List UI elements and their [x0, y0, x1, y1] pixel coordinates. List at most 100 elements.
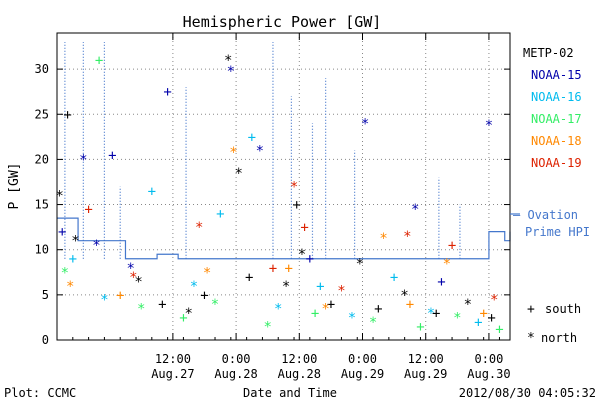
- data-points: *+**+*+**+*+*+*+*+*++**+*+**+**+*+*+*++*…: [55, 53, 503, 338]
- point-noaa17-north: *: [61, 265, 69, 281]
- legend-south-label: south: [545, 302, 581, 316]
- point-metp02-south: +: [200, 288, 208, 304]
- point-noaa15-north: *: [361, 116, 369, 132]
- point-noaa18-south: +: [406, 297, 414, 313]
- y-tick-label: 30: [35, 62, 49, 76]
- x-axis-label: Date and Time: [243, 386, 337, 400]
- point-metp02-south: +: [245, 270, 253, 286]
- point-noaa16-south: +: [474, 315, 482, 331]
- point-metp02-north: *: [464, 297, 472, 313]
- point-noaa16-north: *: [100, 292, 108, 308]
- point-noaa17-south: +: [495, 322, 503, 338]
- legend-noaa15: NOAA-15: [531, 68, 582, 82]
- point-noaa15-north: *: [127, 261, 135, 277]
- legend-metp02: METP-02: [523, 46, 574, 60]
- x-tick-label-time: 12:00: [408, 352, 444, 366]
- point-noaa16-south: +: [390, 270, 398, 286]
- point-noaa16-north: *: [190, 279, 198, 295]
- point-metp02-south: +: [292, 198, 300, 214]
- point-noaa15-north: *: [256, 143, 264, 159]
- legend-ovation-line1: — Ovation: [513, 208, 578, 222]
- point-noaa17-north: *: [137, 301, 145, 317]
- x-tick-label-date: Aug.29: [404, 367, 447, 381]
- point-noaa18-north: *: [66, 279, 74, 295]
- legend-noaa16: NOAA-16: [531, 90, 582, 104]
- x-tick-label-time: 12:00: [281, 352, 317, 366]
- point-noaa18-north: *: [321, 301, 329, 317]
- ovation-prime-line: [57, 217, 511, 260]
- point-metp02-north: *: [400, 288, 408, 304]
- legend-noaa17: NOAA-17: [531, 112, 582, 126]
- point-noaa19-north: *: [290, 180, 298, 196]
- point-noaa15-south: +: [437, 274, 445, 290]
- y-tick-label: 25: [35, 107, 49, 121]
- point-noaa17-south: +: [95, 53, 103, 69]
- point-noaa18-south: +: [116, 288, 124, 304]
- point-noaa17-south: +: [179, 310, 187, 326]
- point-noaa17-north: *: [263, 319, 271, 335]
- point-noaa17-south: +: [416, 319, 424, 335]
- point-noaa19-south: +: [300, 220, 308, 236]
- point-noaa18-north: *: [443, 256, 451, 272]
- point-noaa17-south: +: [311, 306, 319, 322]
- plot-frame: [56, 32, 511, 341]
- x-tick-label-time: 0:00: [348, 352, 377, 366]
- axis-ticks: 05101520253012:00Aug.270:00Aug.2812:00Au…: [35, 33, 511, 381]
- point-metp02-north: *: [184, 306, 192, 322]
- point-noaa16-south: +: [216, 207, 224, 223]
- point-noaa19-north: *: [337, 283, 345, 299]
- legend-noaa18: NOAA-18: [531, 134, 582, 148]
- y-tick-label: 0: [42, 333, 49, 347]
- y-tick-label: 15: [35, 198, 49, 212]
- point-noaa15-south: +: [108, 148, 116, 164]
- point-noaa17-north: *: [369, 315, 377, 331]
- point-noaa18-north: *: [379, 231, 387, 247]
- legend-north-label: north: [541, 331, 577, 345]
- legend-south-symbol: +: [527, 302, 535, 317]
- legend-ovation-line2: Prime HPI: [525, 225, 590, 239]
- point-noaa19-south: +: [448, 238, 456, 254]
- point-noaa15-north: *: [79, 152, 87, 168]
- point-metp02-south: +: [158, 297, 166, 313]
- point-noaa18-south: +: [285, 261, 293, 277]
- point-metp02-north: *: [298, 247, 306, 263]
- point-metp02-north: *: [235, 166, 243, 182]
- ovation-prime-hpi: [57, 42, 511, 260]
- y-tick-label: 5: [42, 288, 49, 302]
- point-noaa15-north: *: [227, 64, 235, 80]
- point-noaa19-north: *: [490, 292, 498, 308]
- point-noaa16-south: +: [148, 184, 156, 200]
- x-tick-label-time: 12:00: [155, 352, 191, 366]
- plot-credit: Plot: CCMC: [4, 386, 76, 400]
- point-metp02-north: *: [224, 53, 232, 69]
- x-tick-label-date: Aug.28: [214, 367, 257, 381]
- y-axis-label: P [GW]: [7, 163, 22, 210]
- legend-noaa19: NOAA-19: [531, 156, 582, 170]
- point-metp02-south: +: [374, 301, 382, 317]
- point-metp02-north: *: [71, 234, 79, 250]
- point-noaa19-south: +: [269, 261, 277, 277]
- point-metp02-north: *: [282, 279, 290, 295]
- x-tick-label-time: 0:00: [222, 352, 251, 366]
- point-noaa17-north: *: [453, 310, 461, 326]
- point-noaa16-south: +: [69, 252, 77, 268]
- x-tick-label-time: 0:00: [474, 352, 503, 366]
- point-noaa16-south: +: [316, 279, 324, 295]
- point-noaa15-south: +: [58, 225, 66, 241]
- point-noaa16-north: *: [274, 301, 282, 317]
- point-noaa15-south: +: [163, 85, 171, 101]
- point-noaa18-north: *: [203, 265, 211, 281]
- point-metp02-south: +: [63, 107, 71, 123]
- point-metp02-north: *: [356, 256, 364, 272]
- y-tick-label: 10: [35, 243, 49, 257]
- point-noaa19-south: +: [84, 202, 92, 218]
- y-tick-label: 20: [35, 152, 49, 166]
- point-noaa19-north: *: [403, 229, 411, 245]
- point-noaa15-north: *: [485, 118, 493, 134]
- point-metp02-north: *: [134, 274, 142, 290]
- point-metp02-south: +: [432, 306, 440, 322]
- point-metp02-south: +: [327, 297, 335, 313]
- legend-north-symbol: *: [527, 331, 535, 346]
